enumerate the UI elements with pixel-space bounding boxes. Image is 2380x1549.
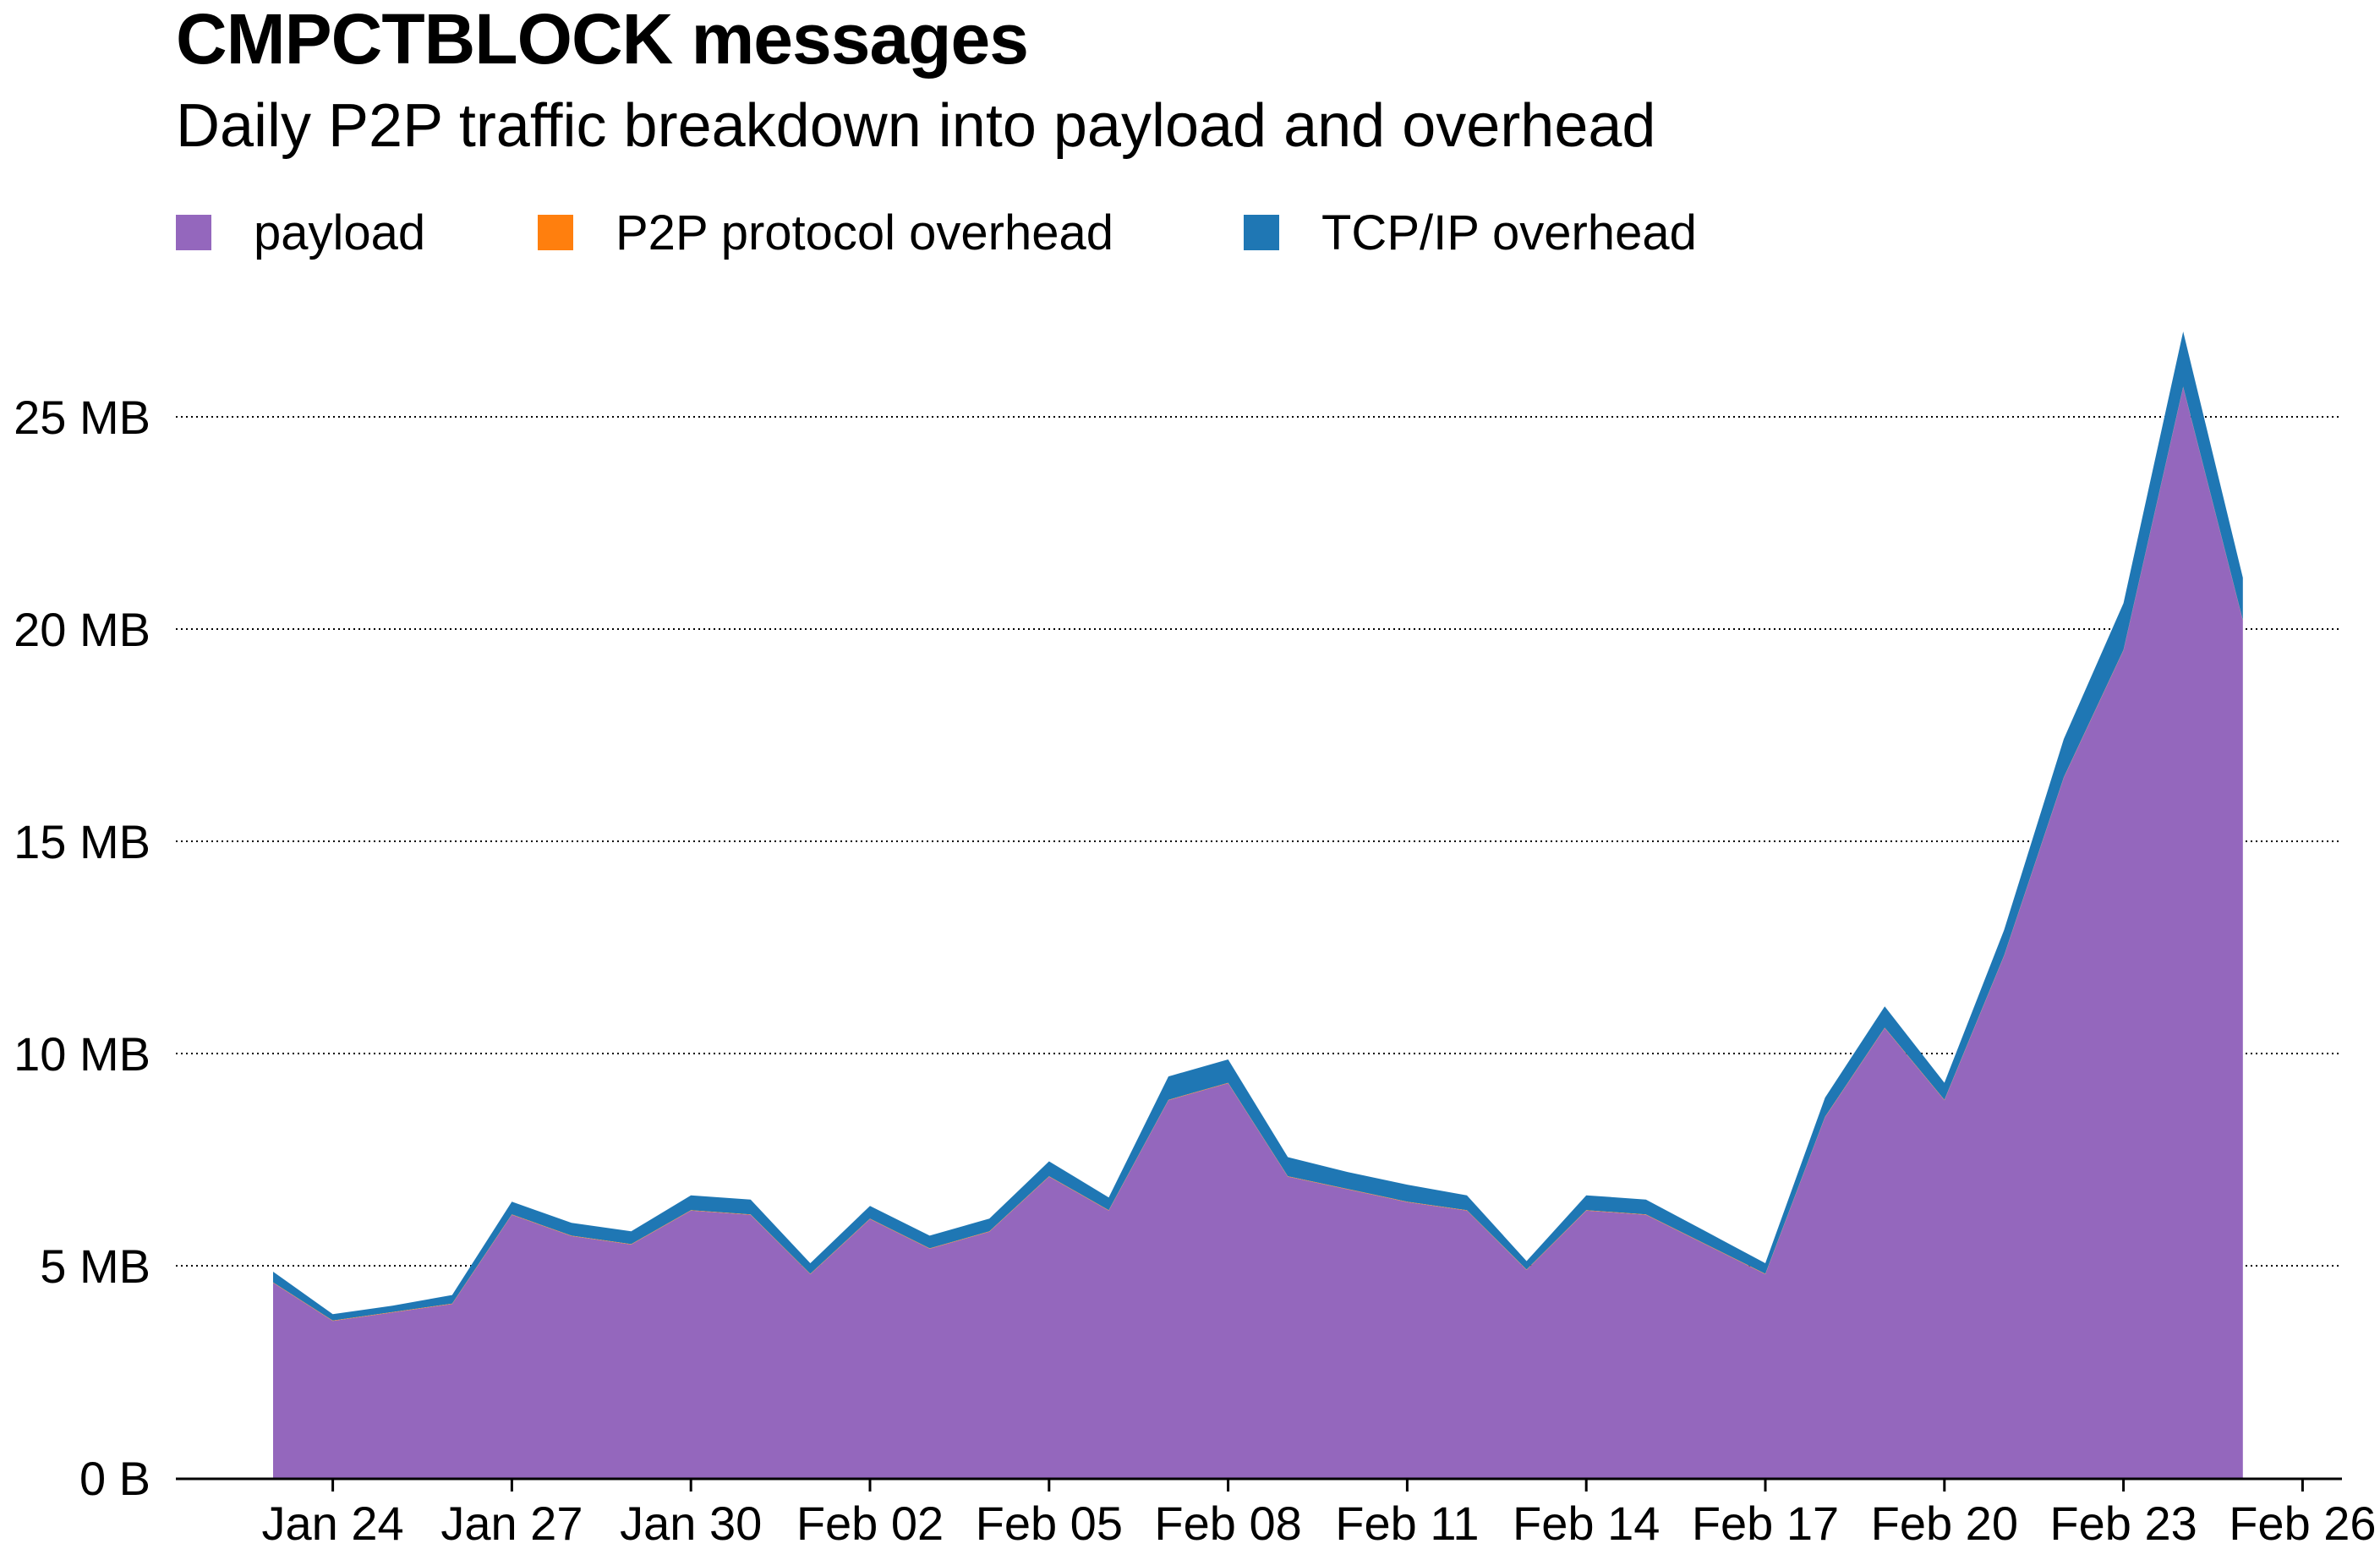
chart-subtitle: Daily P2P traffic breakdown into payload… <box>176 92 1656 160</box>
y-tick-label: 0 B <box>79 1452 150 1505</box>
legend-item-payload[interactable]: payload <box>176 203 425 262</box>
area-series-tcp-ip-overhead[interactable] <box>273 331 2243 1321</box>
x-tick-label: Feb 20 <box>1871 1497 2018 1549</box>
chart-title: CMPCTBLOCK messages <box>176 0 1029 79</box>
x-tick-label: Jan 27 <box>440 1497 583 1549</box>
x-tick-label: Feb 02 <box>796 1497 944 1549</box>
x-tick-label: Feb 05 <box>976 1497 1123 1549</box>
y-tick-label: 10 MB <box>14 1027 150 1081</box>
legend-label-p2p-overhead: P2P protocol overhead <box>616 205 1114 260</box>
y-tick-label: 25 MB <box>14 391 150 444</box>
legend-label-tcpip-overhead: TCP/IP overhead <box>1321 205 1697 260</box>
legend-swatch-tcpip-overhead <box>1244 215 1279 250</box>
y-tick-label: 5 MB <box>40 1240 150 1293</box>
legend-swatch-p2p-overhead <box>538 215 573 250</box>
legend: payload P2P protocol overhead TCP/IP ove… <box>176 203 2205 262</box>
legend-item-tcpip-overhead[interactable]: TCP/IP overhead <box>1244 203 1697 262</box>
x-tick-label: Feb 17 <box>1692 1497 1839 1549</box>
x-tick-label: Jan 24 <box>262 1497 404 1549</box>
x-tick-label: Feb 26 <box>2229 1497 2376 1549</box>
x-tick-label: Feb 08 <box>1154 1497 1301 1549</box>
y-tick-label: 20 MB <box>14 603 150 656</box>
area-layer <box>273 331 2243 1478</box>
area-series-payload[interactable] <box>273 386 2243 1478</box>
axis-layer: 0 B 5 MB 10 MB 15 MB 20 MB 25 MB Jan 24 Jan 27 J… <box>14 391 2376 1549</box>
x-tick-label: Feb 14 <box>1513 1497 1660 1549</box>
legend-item-p2p-overhead[interactable]: P2P protocol overhead <box>538 203 1113 262</box>
legend-swatch-payload <box>176 215 211 250</box>
x-tick-label: Feb 23 <box>2049 1497 2197 1549</box>
x-tick-label: Jan 30 <box>620 1497 762 1549</box>
x-tick-label: Feb 11 <box>1335 1497 1479 1549</box>
legend-label-payload: payload <box>254 205 426 260</box>
y-tick-label: 15 MB <box>14 815 150 868</box>
